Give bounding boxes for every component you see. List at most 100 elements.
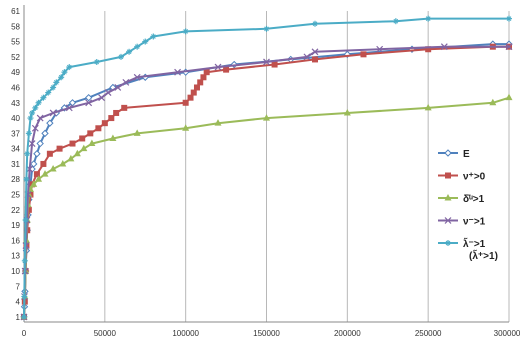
y-tick-label: 55 — [11, 38, 20, 47]
data-point — [150, 33, 157, 40]
data-point — [424, 103, 432, 111]
x-tick-label: 150000 — [253, 329, 280, 338]
data-point — [49, 109, 57, 117]
data-point — [32, 104, 39, 111]
data-point — [182, 28, 189, 35]
data-point — [108, 115, 115, 122]
data-point — [95, 125, 102, 132]
data-point — [376, 45, 384, 53]
data-point — [182, 99, 189, 106]
data-point — [223, 66, 230, 73]
data-point — [29, 109, 36, 116]
series-3 — [20, 43, 513, 321]
data-point — [28, 140, 36, 147]
data-point — [193, 84, 200, 91]
y-tick-label: 28 — [11, 175, 20, 184]
y-tick-label: 49 — [11, 68, 20, 77]
data-point — [79, 135, 86, 142]
data-point — [93, 58, 100, 65]
data-point — [33, 150, 41, 158]
data-point — [21, 293, 28, 300]
data-point — [114, 84, 122, 91]
data-point — [53, 79, 60, 86]
data-point — [73, 149, 81, 157]
data-point — [88, 139, 96, 147]
series-line — [23, 17, 509, 317]
data-point — [343, 108, 351, 116]
y-tick-label: 52 — [11, 53, 20, 62]
data-point — [505, 93, 513, 101]
data-point — [45, 89, 52, 96]
data-point — [312, 20, 318, 27]
legend-marker — [444, 149, 452, 157]
data-point — [98, 94, 106, 102]
data-point — [190, 89, 197, 96]
data-point — [506, 15, 512, 22]
legend: Eν⁺>0 δ̄ᵘ>1 ν⁻>1 λ̃⁻>1(λ̃⁺>1) — [438, 149, 498, 262]
y-tick-label: 22 — [11, 206, 20, 215]
data-point — [29, 160, 38, 168]
series-line — [23, 45, 509, 317]
x-tick-label: 250000 — [415, 329, 442, 338]
data-point — [200, 74, 207, 81]
data-point — [31, 124, 39, 132]
series-group — [20, 15, 513, 321]
data-point — [197, 79, 204, 86]
data-point — [27, 115, 34, 122]
data-point — [59, 159, 67, 167]
y-tick-label: 31 — [11, 160, 20, 169]
data-point — [311, 48, 319, 56]
x-tick-label: 50000 — [94, 329, 117, 338]
data-point — [84, 93, 93, 102]
data-point — [66, 64, 73, 71]
x-tick-label: 300000 — [494, 329, 521, 338]
data-point — [113, 109, 120, 116]
legend-item: ν⁻>1 — [438, 217, 486, 228]
data-point — [50, 84, 57, 91]
axes: 0 50000 100000 150000 200000 250000 300000 1 4 7 1… — [11, 5, 521, 338]
data-point — [61, 69, 68, 76]
data-point — [440, 43, 448, 51]
y-tick-label: 46 — [11, 83, 20, 92]
data-point — [46, 150, 53, 157]
y-tick-label: 37 — [11, 129, 20, 138]
legend-sublabel: (λ̃⁺>1) — [469, 249, 498, 262]
data-point — [392, 18, 399, 25]
data-point — [85, 99, 93, 107]
data-point — [134, 43, 141, 50]
legend-item: E — [438, 149, 470, 160]
data-point — [133, 73, 141, 81]
legend-marker — [445, 172, 451, 179]
x-tick-label: 100000 — [172, 329, 199, 338]
y-tick-label: 34 — [11, 145, 20, 154]
data-point — [505, 43, 513, 51]
data-point — [104, 89, 112, 96]
data-point — [80, 144, 88, 152]
data-point — [40, 94, 47, 101]
data-point — [489, 98, 497, 106]
data-point — [263, 114, 270, 121]
data-point — [360, 51, 367, 58]
y-tick-label: 61 — [11, 7, 20, 16]
data-point — [118, 53, 124, 60]
series-4 — [21, 15, 512, 320]
data-point — [25, 130, 32, 137]
data-point — [68, 99, 77, 107]
y-tick-label: 10 — [11, 267, 20, 276]
y-tick-label: 43 — [11, 99, 20, 108]
data-point — [101, 120, 108, 127]
data-point — [41, 170, 49, 177]
legend-label: ν⁺>0 — [463, 172, 486, 183]
data-point — [271, 61, 278, 68]
y-tick-label: 7 — [16, 282, 21, 291]
y-tick-label: 58 — [11, 22, 20, 31]
legend-label: E — [463, 149, 470, 160]
data-point — [65, 104, 73, 112]
legend-item: ν⁺>0 — [438, 172, 486, 183]
data-point — [312, 56, 318, 63]
data-point — [142, 38, 149, 45]
data-point — [174, 68, 182, 76]
series-line — [23, 45, 509, 317]
